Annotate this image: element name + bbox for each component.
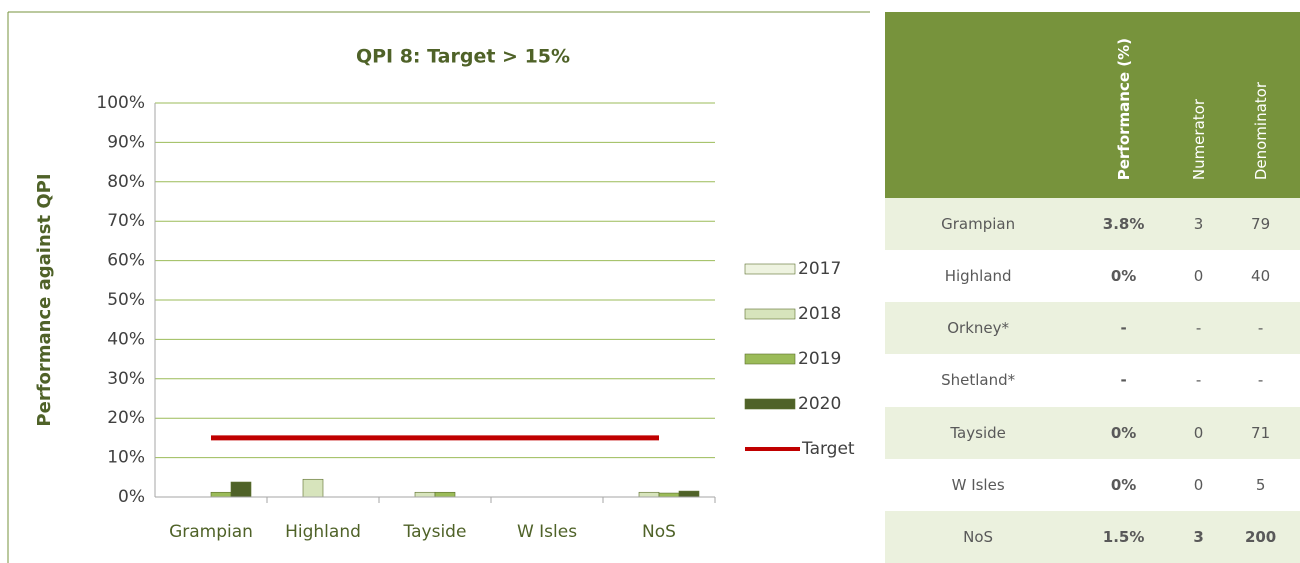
- y-tick-label: 0%: [118, 487, 145, 507]
- table-row: Tayside 0% 0 71: [885, 406, 1300, 459]
- table-cell: W Isles: [951, 475, 1005, 494]
- table-cell: NoS: [885, 510, 1072, 563]
- legend-label: 2019: [798, 349, 841, 369]
- y-axis-label: Performance against QPI: [34, 173, 55, 426]
- table-cell: 3: [1175, 198, 1222, 251]
- y-tick-label: 70%: [107, 211, 145, 231]
- x-tick-label: W Isles: [517, 522, 577, 542]
- table-cell: -: [1071, 302, 1176, 355]
- table-cell: 0: [1193, 267, 1204, 286]
- x-tick-label: NoS: [642, 522, 676, 542]
- chart-title: QPI 8: Target > 15%: [356, 46, 570, 68]
- legend-swatch: [744, 263, 796, 275]
- table-cell: 1.5%: [1071, 510, 1176, 563]
- y-tick-label: 80%: [107, 172, 145, 192]
- legend-label: 2017: [798, 259, 841, 279]
- x-tick-label: Highland: [285, 522, 361, 542]
- x-tick-label: Grampian: [169, 522, 253, 542]
- table-cell: Tayside: [885, 406, 1072, 459]
- header-cell: Performance (%): [1071, 12, 1176, 198]
- table: Performance (%) Numerator Denominator Gramp…: [885, 12, 1300, 563]
- header-text: Performance (%): [1114, 37, 1133, 180]
- table-cell: 200: [1221, 510, 1300, 563]
- legend-label: 2018: [798, 304, 841, 324]
- table-cell: 40: [1251, 267, 1271, 286]
- table-cell: 0: [1193, 475, 1204, 494]
- table-cell: -: [1257, 371, 1264, 390]
- legend-label: Target: [801, 439, 855, 459]
- y-tick-label: 20%: [107, 408, 145, 428]
- header-cell: Denominator: [1221, 12, 1300, 198]
- table-cell: Shetland*: [941, 371, 1016, 390]
- legend-label: 2020: [798, 394, 841, 414]
- table-row: NoS 1.5% 3 200: [885, 510, 1300, 563]
- bar: [230, 481, 252, 498]
- table-row: Highland 0% 0 40: [885, 250, 1300, 302]
- y-tick-label: 60%: [107, 251, 145, 271]
- table-cell: Grampian: [885, 198, 1072, 251]
- bar: [302, 478, 324, 498]
- bar: [210, 491, 232, 498]
- header-text: Numerator: [1189, 98, 1208, 180]
- table-cell: 0%: [1071, 406, 1176, 459]
- table-cell: 0%: [1110, 267, 1137, 286]
- table-cell: Orkney*: [885, 302, 1072, 355]
- legend-swatch: [744, 308, 796, 320]
- table-row: Shetland* - - -: [885, 354, 1300, 406]
- bar: [414, 491, 436, 498]
- table-cell: 79: [1221, 198, 1300, 251]
- y-tick-label: 90%: [107, 132, 145, 152]
- table-cell: 71: [1221, 406, 1300, 459]
- table-cell: Highland: [944, 267, 1012, 286]
- table-cell: -: [1120, 371, 1127, 390]
- y-tick-label: 100%: [96, 93, 145, 113]
- header-text: Denominator: [1251, 81, 1270, 180]
- y-tick-label: 40%: [107, 329, 145, 349]
- bar: [638, 491, 660, 498]
- legend-swatch: [744, 353, 796, 365]
- x-tick-label: Tayside: [403, 522, 467, 542]
- bar: [658, 492, 680, 498]
- y-tick-label: 30%: [107, 369, 145, 389]
- table-row: Grampian 3.8% 3 79: [885, 198, 1300, 251]
- bar: [434, 491, 456, 498]
- header-cell: Numerator: [1175, 12, 1222, 198]
- header-cell: [885, 12, 1072, 198]
- table-cell: 5: [1255, 475, 1266, 494]
- table-cell: 3: [1175, 510, 1222, 563]
- y-tick-label: 10%: [107, 448, 145, 468]
- table-cell: -: [1195, 371, 1202, 390]
- table-row: Orkney* - - -: [885, 302, 1300, 355]
- y-tick-label: 50%: [107, 290, 145, 310]
- table-row: W Isles 0% 0 5: [885, 459, 1300, 511]
- bar: [678, 490, 700, 498]
- table-cell: -: [1175, 302, 1222, 355]
- table-cell: 3.8%: [1071, 198, 1176, 251]
- chart: QPI 8: Target > 15% Performance against …: [7, 11, 870, 563]
- table-cell: 0: [1175, 406, 1222, 459]
- table-cell: 0%: [1110, 475, 1137, 494]
- table-cell: -: [1221, 302, 1300, 355]
- legend-swatch: [744, 398, 796, 410]
